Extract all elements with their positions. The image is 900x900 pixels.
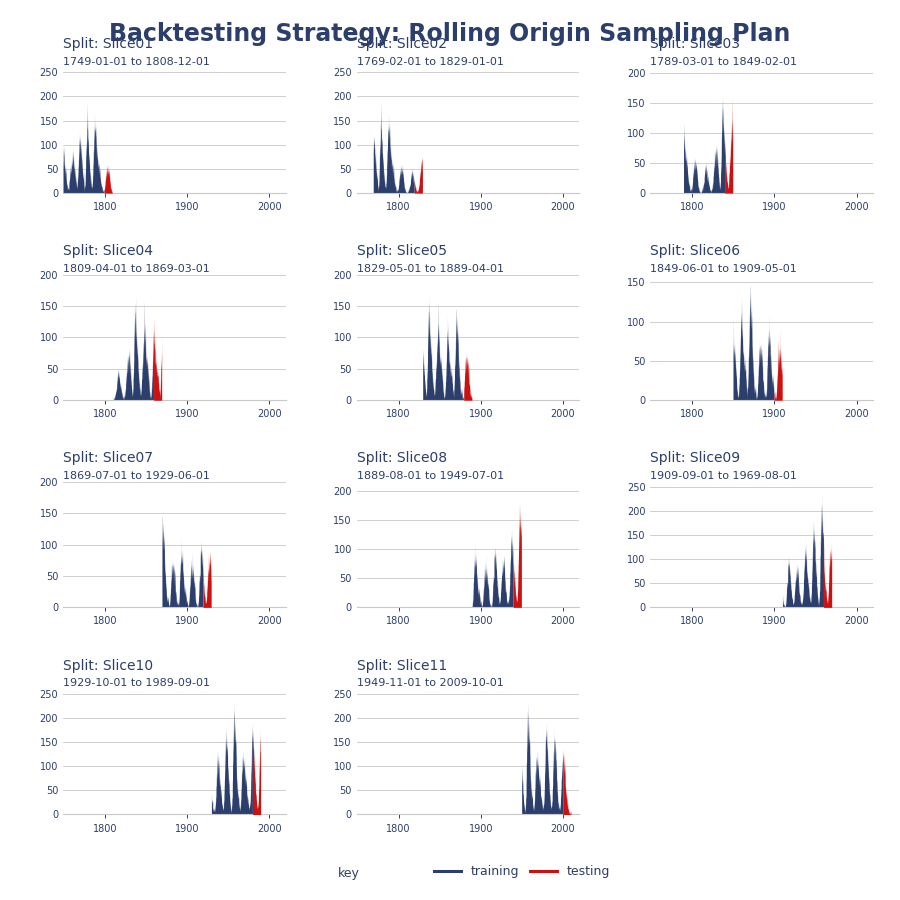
Text: Split: Slice04: Split: Slice04 <box>63 244 153 258</box>
Text: 1889-08-01 to 1949-07-01: 1889-08-01 to 1949-07-01 <box>356 471 504 482</box>
Text: 1849-06-01 to 1909-05-01: 1849-06-01 to 1909-05-01 <box>651 264 797 274</box>
Legend: training, testing: training, testing <box>428 860 616 883</box>
Text: Split: Slice03: Split: Slice03 <box>651 37 741 51</box>
Text: Split: Slice11: Split: Slice11 <box>356 659 447 672</box>
Text: Split: Slice07: Split: Slice07 <box>63 452 153 465</box>
Text: key: key <box>338 867 359 879</box>
Text: 1929-10-01 to 1989-09-01: 1929-10-01 to 1989-09-01 <box>63 679 210 688</box>
Text: Backtesting Strategy: Rolling Origin Sampling Plan: Backtesting Strategy: Rolling Origin Sam… <box>109 22 791 47</box>
Text: Split: Slice01: Split: Slice01 <box>63 37 153 51</box>
Text: 1769-02-01 to 1829-01-01: 1769-02-01 to 1829-01-01 <box>356 57 504 67</box>
Text: 1869-07-01 to 1929-06-01: 1869-07-01 to 1929-06-01 <box>63 471 210 482</box>
Text: Split: Slice10: Split: Slice10 <box>63 659 153 672</box>
Text: 1829-05-01 to 1889-04-01: 1829-05-01 to 1889-04-01 <box>356 264 504 274</box>
Text: Split: Slice09: Split: Slice09 <box>651 452 741 465</box>
Text: Split: Slice02: Split: Slice02 <box>356 37 446 51</box>
Text: 1809-04-01 to 1869-03-01: 1809-04-01 to 1869-03-01 <box>63 264 210 274</box>
Text: Split: Slice08: Split: Slice08 <box>356 452 447 465</box>
Text: 1909-09-01 to 1969-08-01: 1909-09-01 to 1969-08-01 <box>651 471 797 482</box>
Text: 1949-11-01 to 2009-10-01: 1949-11-01 to 2009-10-01 <box>356 679 503 688</box>
Text: 1789-03-01 to 1849-02-01: 1789-03-01 to 1849-02-01 <box>651 57 797 67</box>
Text: Split: Slice06: Split: Slice06 <box>651 244 741 258</box>
Text: Split: Slice05: Split: Slice05 <box>356 244 446 258</box>
Text: 1749-01-01 to 1808-12-01: 1749-01-01 to 1808-12-01 <box>63 57 210 67</box>
